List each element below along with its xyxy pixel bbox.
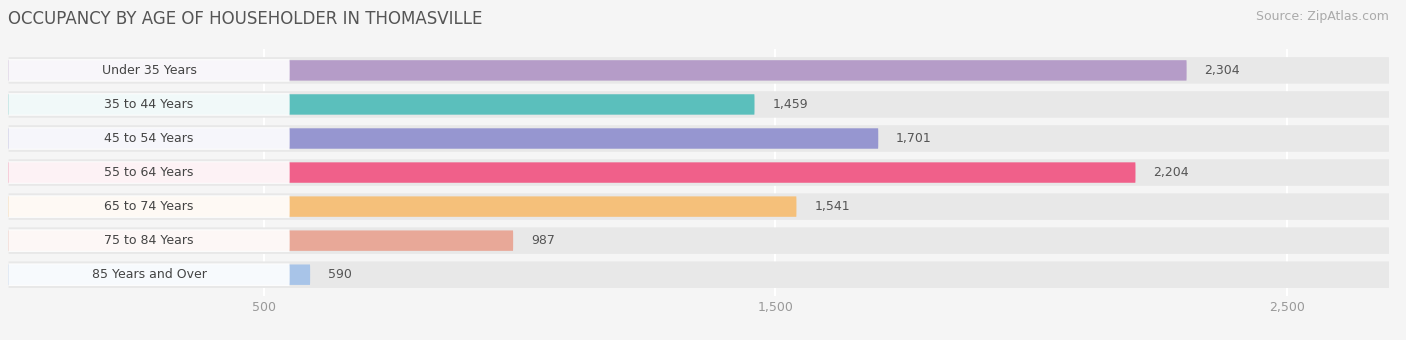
Text: 85 Years and Over: 85 Years and Over	[91, 268, 207, 281]
Text: 1,701: 1,701	[896, 132, 932, 145]
FancyBboxPatch shape	[8, 128, 879, 149]
Text: 1,459: 1,459	[772, 98, 808, 111]
Text: Under 35 Years: Under 35 Years	[101, 64, 197, 77]
Text: 55 to 64 Years: 55 to 64 Years	[104, 166, 194, 179]
FancyBboxPatch shape	[8, 264, 290, 286]
Text: 2,204: 2,204	[1153, 166, 1189, 179]
Text: OCCUPANCY BY AGE OF HOUSEHOLDER IN THOMASVILLE: OCCUPANCY BY AGE OF HOUSEHOLDER IN THOMA…	[8, 10, 482, 28]
FancyBboxPatch shape	[8, 230, 290, 252]
Text: 2,304: 2,304	[1205, 64, 1240, 77]
FancyBboxPatch shape	[8, 162, 1136, 183]
FancyBboxPatch shape	[8, 261, 1389, 288]
FancyBboxPatch shape	[8, 161, 290, 184]
FancyBboxPatch shape	[8, 93, 290, 116]
FancyBboxPatch shape	[8, 125, 1389, 152]
FancyBboxPatch shape	[8, 127, 290, 150]
Text: 75 to 84 Years: 75 to 84 Years	[104, 234, 194, 247]
FancyBboxPatch shape	[8, 265, 311, 285]
Text: 45 to 54 Years: 45 to 54 Years	[104, 132, 194, 145]
Text: Source: ZipAtlas.com: Source: ZipAtlas.com	[1256, 10, 1389, 23]
FancyBboxPatch shape	[8, 94, 755, 115]
FancyBboxPatch shape	[8, 59, 290, 82]
FancyBboxPatch shape	[8, 60, 1187, 81]
FancyBboxPatch shape	[8, 231, 513, 251]
FancyBboxPatch shape	[8, 197, 796, 217]
FancyBboxPatch shape	[8, 57, 1389, 84]
Text: 65 to 74 Years: 65 to 74 Years	[104, 200, 194, 213]
Text: 35 to 44 Years: 35 to 44 Years	[104, 98, 194, 111]
Text: 590: 590	[328, 268, 352, 281]
FancyBboxPatch shape	[8, 227, 1389, 254]
FancyBboxPatch shape	[8, 193, 1389, 220]
Text: 987: 987	[531, 234, 555, 247]
FancyBboxPatch shape	[8, 159, 1389, 186]
FancyBboxPatch shape	[8, 195, 290, 218]
FancyBboxPatch shape	[8, 91, 1389, 118]
Text: 1,541: 1,541	[814, 200, 851, 213]
